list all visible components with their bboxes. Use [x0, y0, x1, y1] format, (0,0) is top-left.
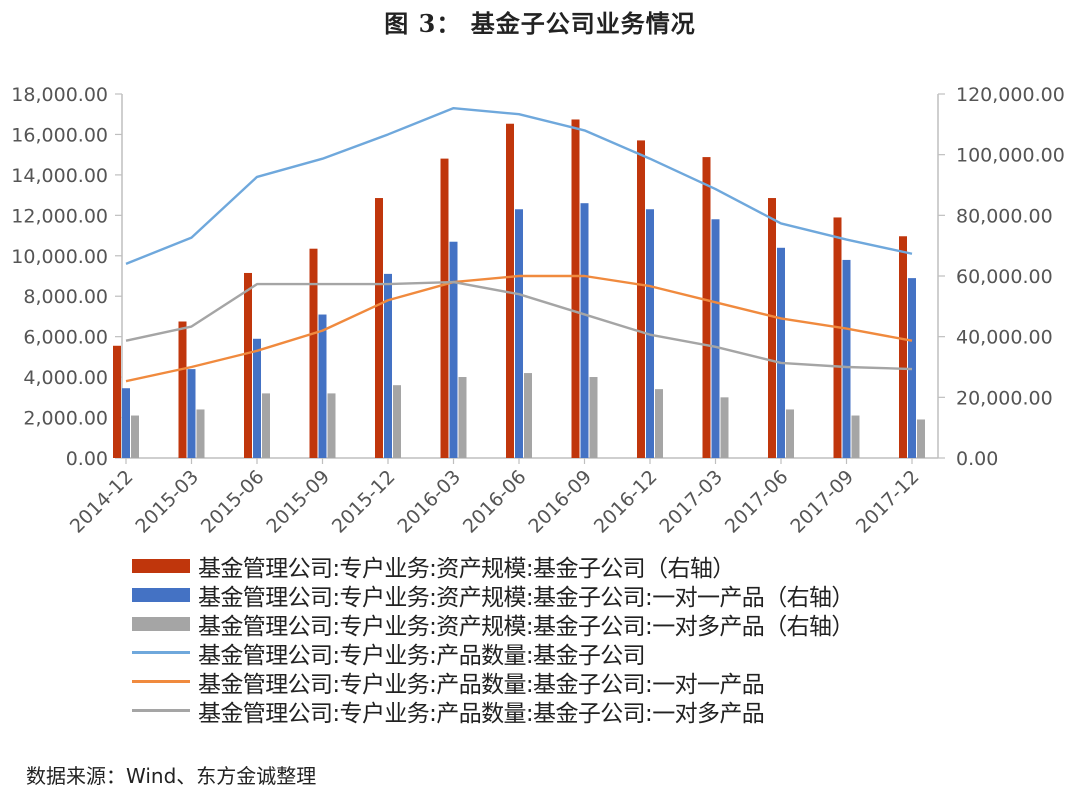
- x-tick-label: 2017-06: [721, 466, 793, 538]
- x-tick-label: 2015-06: [197, 466, 269, 538]
- bar-series-1: [637, 140, 645, 458]
- legend-label: 基金管理公司:专户业务:产品数量:基金子公司:一对一产品: [198, 671, 765, 698]
- legend-line-swatch: [132, 709, 190, 712]
- bar-series-3: [720, 397, 729, 458]
- bar-series-2: [187, 369, 196, 458]
- bar-series-3: [262, 393, 270, 458]
- x-tick-label: 2014-12: [66, 466, 138, 538]
- bar-series-2: [711, 219, 720, 458]
- left-tick-label: 6,000.00: [23, 327, 108, 349]
- legend-label: 基金管理公司:专户业务:资产规模:基金子公司:一对多产品（右轴）: [198, 613, 854, 640]
- legend-item: 基金管理公司:专户业务:产品数量:基金子公司:一对多产品: [132, 696, 854, 727]
- bar-series-1: [571, 119, 580, 458]
- bar-series-1: [244, 272, 252, 458]
- bar-series-2: [777, 247, 785, 458]
- bar-series-2: [842, 259, 851, 458]
- bar-series-3: [589, 377, 598, 458]
- left-tick-label: 18,000.00: [11, 84, 108, 106]
- bar-series-1: [178, 321, 187, 458]
- legend-item: 基金管理公司:专户业务:产品数量:基金子公司: [132, 638, 854, 669]
- x-tick-label: 2016-03: [393, 466, 465, 538]
- legend-label: 基金管理公司:专户业务:资产规模:基金子公司（右轴）: [198, 555, 735, 582]
- bar-series-3: [131, 415, 139, 458]
- bar-series-3: [196, 409, 205, 458]
- x-tick-label: 2015-12: [328, 466, 400, 538]
- x-tick-label: 2016-06: [459, 466, 531, 538]
- bar-series-1: [768, 198, 776, 458]
- x-tick-label: 2015-03: [131, 466, 203, 538]
- chart-title: 图 3： 基金子公司业务情况: [384, 9, 696, 38]
- x-tick-label: 2016-09: [524, 466, 596, 538]
- line-series-1: [125, 106, 913, 265]
- legend-line-swatch: [132, 680, 190, 683]
- bar-series-3: [327, 393, 336, 458]
- left-tick-label: 0.00: [66, 448, 108, 470]
- right-tick-label: 100,000.00: [956, 145, 1065, 167]
- right-tick-label: 20,000.00: [956, 387, 1053, 409]
- legend-item: 基金管理公司:专户业务:资产规模:基金子公司（右轴）: [132, 551, 854, 582]
- x-tick-label: 2015-09: [262, 466, 334, 538]
- bar-series-3: [655, 389, 663, 458]
- legend-item: 基金管理公司:专户业务:资产规模:基金子公司:一对一产品（右轴）: [132, 580, 854, 611]
- left-tick-label: 4,000.00: [23, 367, 108, 389]
- legend-bar-swatch: [132, 587, 190, 602]
- bar-series-1: [375, 198, 383, 458]
- right-tick-label: 40,000.00: [956, 327, 1053, 349]
- right-tick-label: 120,000.00: [956, 84, 1065, 106]
- bar-series-3: [917, 419, 925, 458]
- x-tick-label: 2017-09: [786, 466, 858, 538]
- right-tick-label: 0.00: [956, 448, 998, 470]
- bar-series-1: [833, 217, 842, 458]
- bar-series-2: [318, 314, 327, 458]
- bars: [113, 119, 925, 459]
- source-note: 数据来源：Wind、东方金诚整理: [26, 764, 317, 788]
- bar-series-1: [309, 248, 318, 458]
- right-tick-label: 60,000.00: [956, 266, 1053, 288]
- bar-series-3: [851, 415, 860, 458]
- left-tick-label: 2,000.00: [23, 408, 108, 430]
- legend-item: 基金管理公司:专户业务:资产规模:基金子公司:一对多产品（右轴）: [132, 609, 854, 640]
- bar-series-1: [506, 123, 514, 458]
- x-tick-label: 2017-12: [852, 466, 924, 538]
- bar-series-2: [253, 338, 261, 458]
- left-tick-label: 14,000.00: [11, 165, 108, 187]
- legend-bar-swatch: [132, 616, 190, 631]
- legend-label: 基金管理公司:专户业务:产品数量:基金子公司:一对多产品: [198, 700, 765, 727]
- left-tick-label: 8,000.00: [23, 286, 108, 308]
- x-tick-label: 2016-12: [590, 466, 662, 538]
- legend-label: 基金管理公司:专户业务:资产规模:基金子公司:一对一产品（右轴）: [198, 584, 854, 611]
- legend-item: 基金管理公司:专户业务:产品数量:基金子公司:一对一产品: [132, 667, 854, 698]
- bar-series-3: [524, 373, 532, 458]
- bar-series-1: [702, 157, 711, 459]
- bar-series-1: [899, 236, 907, 458]
- bar-series-3: [786, 409, 794, 458]
- x-tick-labels: 2014-122015-032015-062015-092015-122016-…: [66, 458, 924, 538]
- line-series-2: [125, 274, 913, 383]
- left-tick-label: 10,000.00: [11, 246, 108, 268]
- bar-series-2: [449, 241, 458, 458]
- bar-series-1: [113, 345, 121, 458]
- left-tick-label: 16,000.00: [11, 124, 108, 146]
- lines: [125, 106, 913, 383]
- right-tick-label: 80,000.00: [956, 205, 1053, 227]
- left-tick-label: 12,000.00: [11, 205, 108, 227]
- bar-series-1: [440, 158, 449, 459]
- legend-line-swatch: [132, 651, 190, 654]
- bar-series-2: [384, 273, 392, 458]
- bar-series-2: [515, 209, 523, 458]
- legend-bar-swatch: [132, 558, 190, 573]
- legend: 基金管理公司:专户业务:资产规模:基金子公司（右轴） 基金管理公司:专户业务:资产…: [132, 551, 854, 727]
- bar-series-2: [580, 203, 589, 458]
- bar-series-3: [393, 385, 401, 458]
- legend-label: 基金管理公司:专户业务:产品数量:基金子公司: [198, 642, 646, 669]
- line-series-3: [125, 280, 913, 371]
- bar-series-2: [122, 388, 130, 458]
- bar-series-3: [458, 377, 467, 458]
- x-tick-label: 2017-03: [655, 466, 727, 538]
